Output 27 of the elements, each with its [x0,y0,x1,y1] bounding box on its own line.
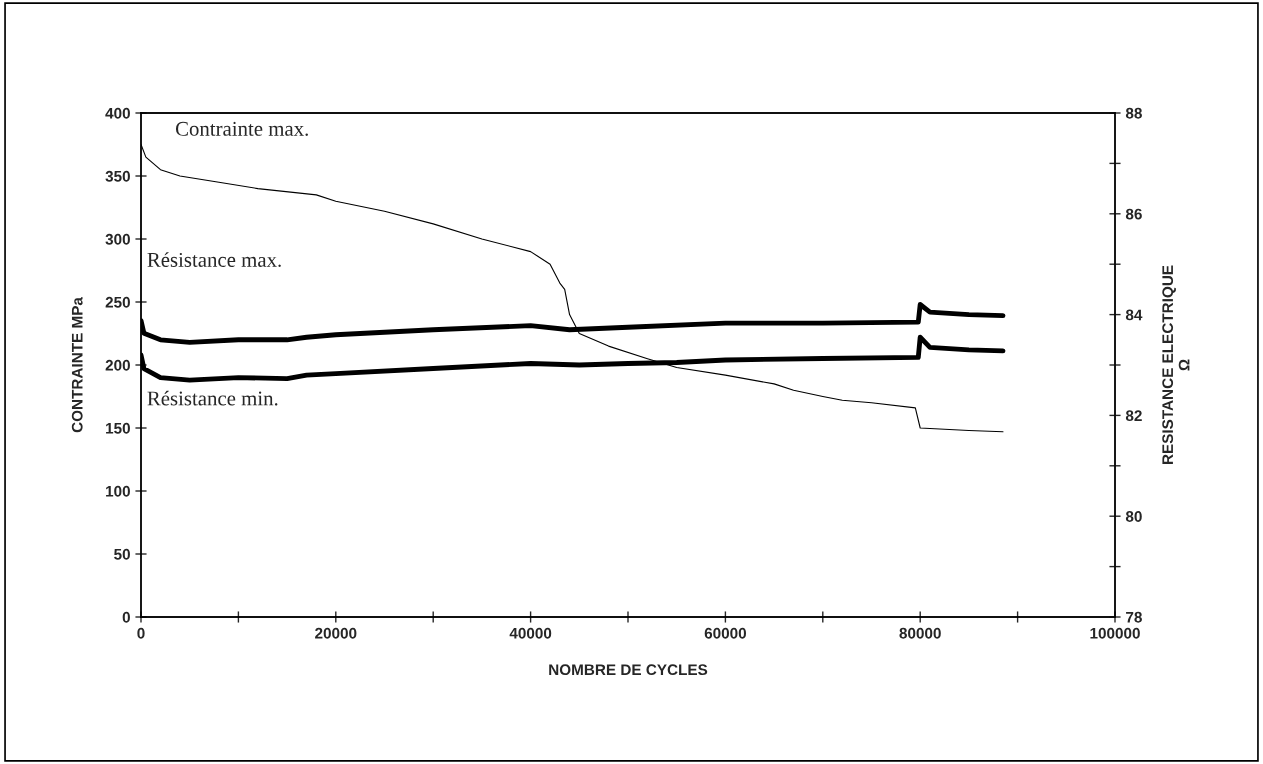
y2-axis-title: RESISTANCE ELECTRIQUE Ω [1162,265,1190,464]
y2-tick-label: 82 [1125,410,1142,422]
y-tick-label: 0 [122,611,130,623]
y-tick-label: 250 [105,296,130,308]
text: Résistance max. [147,252,281,267]
y-axis-title: CONTRAINTE MPa [71,297,83,433]
y-tick-label: 400 [105,107,130,119]
y2-tick-label: 84 [1125,309,1143,321]
y2-tick-label: 88 [1125,107,1142,119]
x-tick-label: 80000 [899,627,941,639]
y-tick-label: 100 [106,485,130,497]
x-tick-label: 60000 [704,627,747,639]
x-tick-label: 0 [137,627,145,639]
y-tick-label: 300 [105,233,130,245]
y2-tick-label: 86 [1125,208,1142,220]
y-tick-label: 150 [106,422,130,434]
y2-tick-label: 80 [1125,511,1142,522]
y-tick-label: 350 [105,170,130,182]
y2-tick-label: 78 [1126,611,1142,623]
series-label: Résistance min. [147,390,278,406]
x-tick-label: 40000 [509,627,552,639]
x-tick-label: 100000 [1090,627,1140,639]
series-label: Contrainte max. [175,121,308,136]
x-axis-title: NOMBRE DE CYCLES [549,664,708,676]
y-tick-label: 200 [105,359,130,371]
x-tick-label: 20000 [315,627,357,639]
y-tick-label: 50 [114,548,130,560]
